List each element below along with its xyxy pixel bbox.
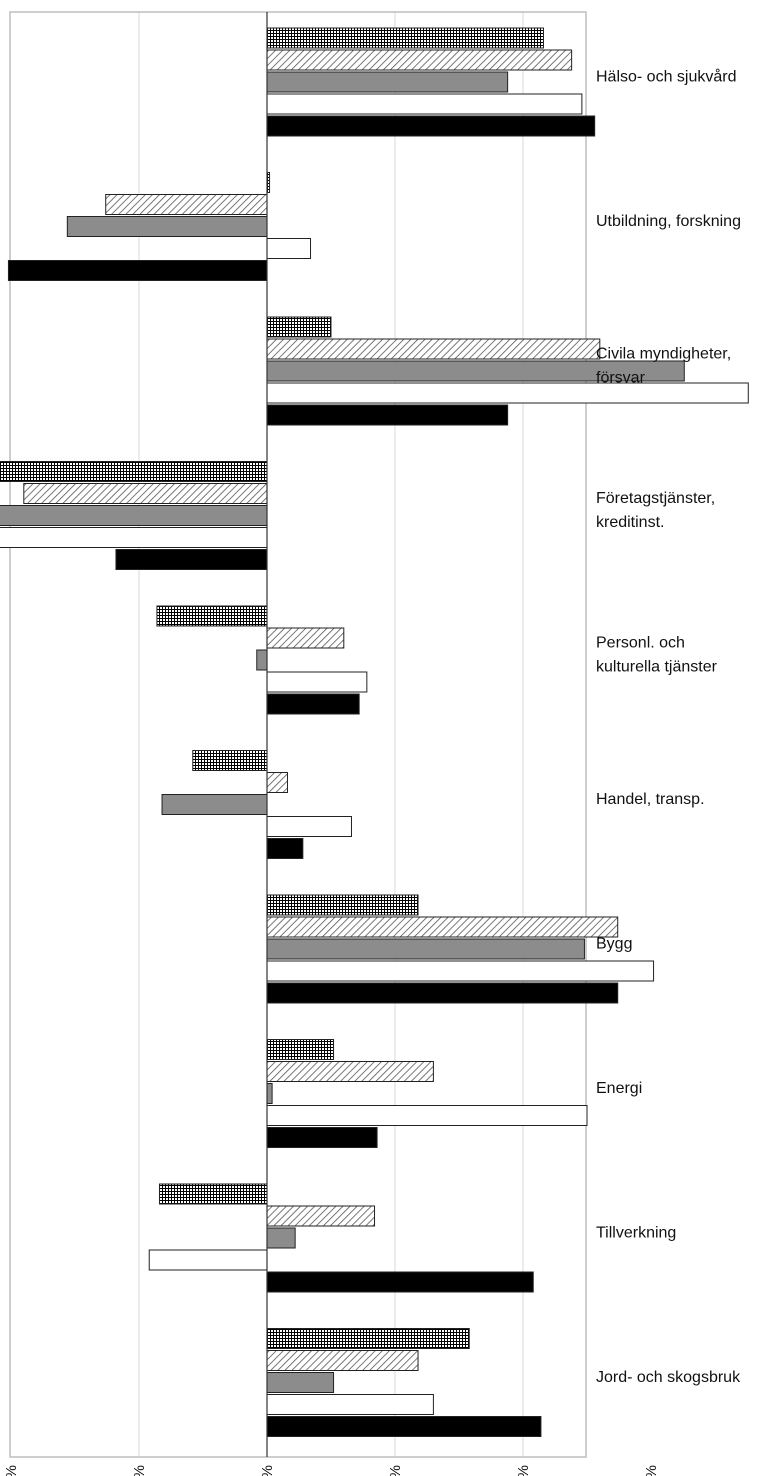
- category-label: Personl. och kulturella tjänster: [596, 634, 718, 675]
- bar-grid: [0, 461, 268, 482]
- x-tick-label: 10 %: [3, 1465, 20, 1476]
- category-label: Handel, transp.: [596, 791, 705, 808]
- bar-grid: [266, 27, 544, 49]
- bar-white: [148, 1249, 268, 1271]
- bar-solid-gray: [266, 938, 585, 960]
- bar-solid-gray: [161, 794, 268, 815]
- bar-grid: [156, 605, 268, 627]
- bar-white: [266, 1105, 588, 1126]
- bar-grid: [158, 1183, 268, 1205]
- category-label: Bygg: [596, 935, 632, 952]
- x-tick-label: -15 %: [643, 1465, 660, 1476]
- x-tick-label: -10 %: [515, 1465, 532, 1476]
- bar-grid: [266, 316, 332, 338]
- bar-black: [7, 260, 268, 281]
- bar-black: [266, 838, 304, 859]
- x-tick-label: 5 %: [131, 1465, 148, 1476]
- bar-solid-gray: [0, 505, 268, 526]
- bar-black: [266, 404, 509, 426]
- bars: [0, 27, 749, 1437]
- bar-white: [266, 382, 749, 404]
- category-label: Tillverkning: [596, 1224, 676, 1241]
- bar-white: [266, 960, 655, 982]
- bar-black: [266, 115, 596, 137]
- bar-diagonal: [266, 338, 601, 360]
- bar-white: [266, 238, 312, 259]
- category-label: Företagstjänster, kreditinst.: [596, 490, 715, 531]
- bar-diagonal: [23, 483, 268, 504]
- bar-white: [266, 816, 352, 837]
- bar-white: [266, 93, 583, 115]
- bar-diagonal: [266, 1205, 376, 1227]
- category-labels: Hälso- och sjukvård Utbildning, forskning…: [596, 67, 741, 1386]
- bar-black: [266, 1271, 534, 1293]
- category-label: Utbildning, forskning: [596, 213, 741, 230]
- x-tick-label: 0 %: [259, 1465, 276, 1476]
- bar-solid-gray: [266, 1083, 273, 1104]
- bar-solid-gray: [266, 71, 509, 93]
- bar-white: [266, 1394, 434, 1415]
- bar-black: [266, 693, 360, 715]
- bar-grid: [266, 1039, 335, 1060]
- bar-grid: [192, 750, 268, 771]
- plot-area-border: [9, 11, 587, 1458]
- bar-solid-gray: [66, 216, 268, 237]
- category-label: Jord- och skogsbruk: [596, 1369, 741, 1386]
- bar-diagonal: [266, 1061, 434, 1082]
- bar-solid-gray: [266, 1227, 296, 1249]
- bar-diagonal: [266, 1350, 419, 1371]
- bar-solid-gray: [266, 1372, 335, 1393]
- category-label: Civila myndigheter, försvar: [596, 345, 731, 386]
- category-label: Hälso- och sjukvård: [596, 67, 737, 85]
- bar-grid: [266, 894, 419, 916]
- category-label: Energi: [596, 1080, 642, 1097]
- bar-diagonal: [105, 194, 268, 215]
- bar-black: [266, 1127, 378, 1148]
- bar-black: [266, 982, 619, 1004]
- bar-diagonal: [266, 772, 288, 793]
- x-axis-tick-labels: 20 %15 %10 %5 %0 %-5 %-10 %-15 %-20 %-25…: [3, 1465, 660, 1476]
- bar-white: [0, 527, 268, 548]
- bar-diagonal: [266, 916, 619, 938]
- bar-white: [266, 671, 368, 693]
- x-tick-label: -5 %: [387, 1465, 404, 1476]
- bar-diagonal: [266, 49, 573, 71]
- bar-grid: [266, 1328, 470, 1349]
- bar-black: [115, 549, 268, 570]
- bar-black: [266, 1416, 542, 1437]
- bar-diagonal: [266, 627, 345, 649]
- bar-solid-gray: [256, 649, 268, 671]
